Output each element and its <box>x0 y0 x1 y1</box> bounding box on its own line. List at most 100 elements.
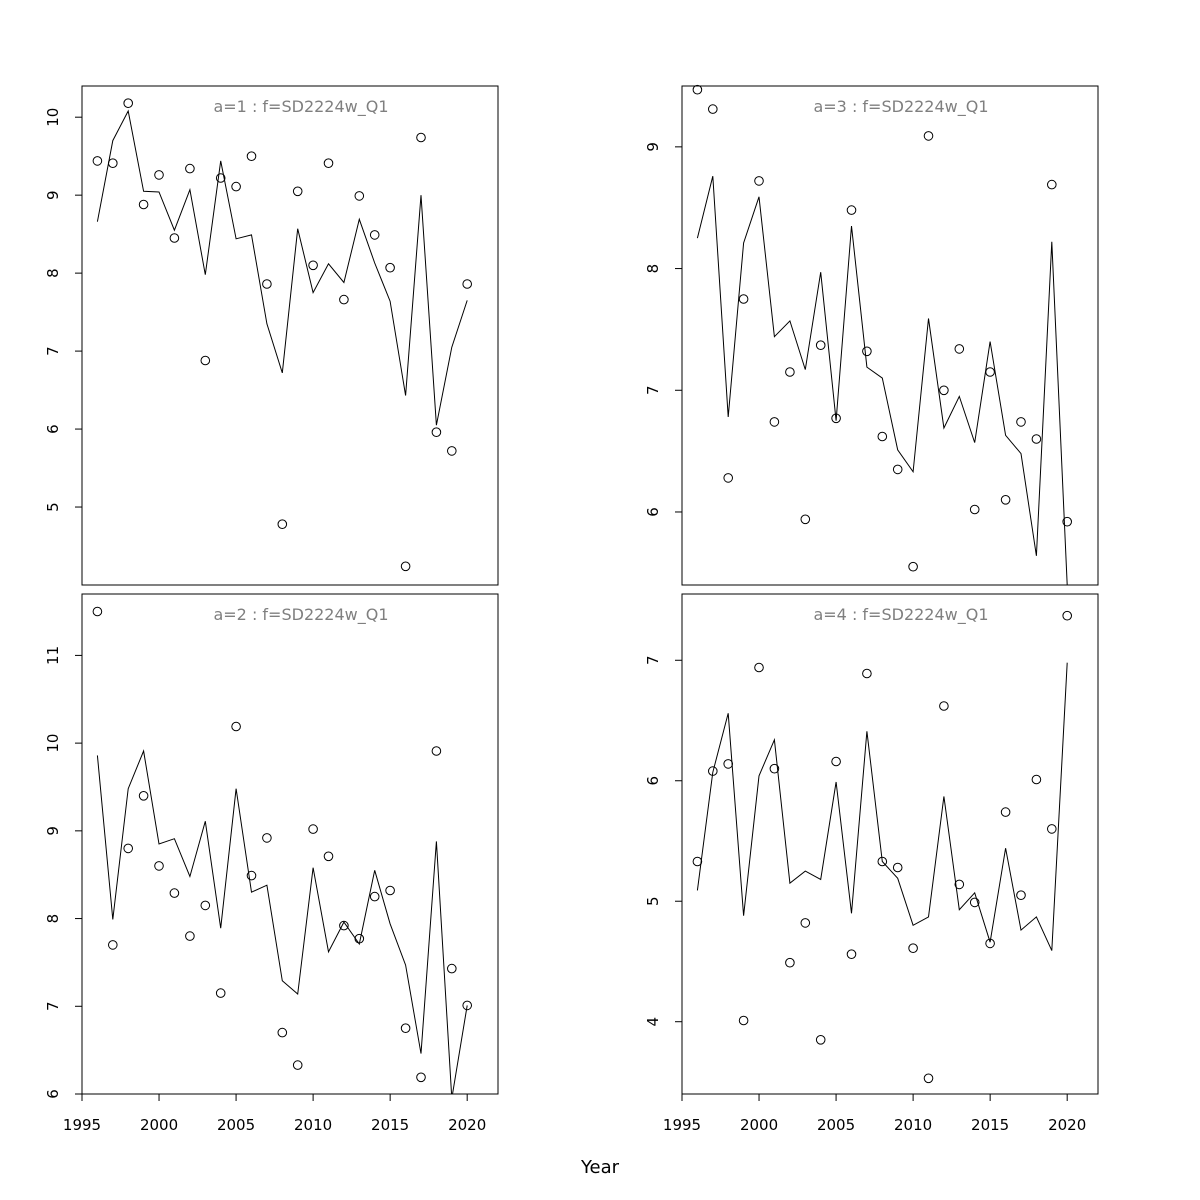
observed-point <box>969 504 980 515</box>
observed-point <box>108 158 118 168</box>
y-tick-label: 9 <box>44 190 62 200</box>
observed-point <box>954 879 965 890</box>
observed-point <box>892 464 903 475</box>
observed-point <box>939 701 949 711</box>
x-tick-label: 2000 <box>740 1116 778 1134</box>
observed-point <box>815 1035 826 1045</box>
observed-point <box>769 417 780 427</box>
observed-point <box>292 1060 303 1070</box>
y-tick-label: 6 <box>44 1089 62 1099</box>
observed-point <box>800 514 811 525</box>
y-tick-label: 11 <box>44 646 62 665</box>
panel-a4: a=4 : f=SD2224w_Q1 4 5 6 7 1995 2000 2005 2010 2… <box>644 593 1099 1134</box>
y-tick-label: 7 <box>644 385 662 395</box>
observed-point <box>754 662 764 673</box>
observed-point <box>738 294 749 304</box>
observed-point <box>846 205 857 215</box>
observed-point <box>923 1073 934 1084</box>
observed-point <box>708 104 718 114</box>
observed-point <box>831 756 841 767</box>
observed-point <box>323 851 334 862</box>
observed-point <box>1000 807 1011 817</box>
observed-point <box>416 1072 426 1083</box>
y-tick-label: 9 <box>644 142 662 152</box>
observed-point <box>1016 417 1026 427</box>
observed-point <box>892 862 903 873</box>
y-tick-label: 10 <box>44 108 62 127</box>
plot-frame <box>81 85 499 586</box>
observed-point <box>215 173 226 183</box>
observed-point <box>123 98 133 108</box>
panel-title: a=4 : f=SD2224w_Q1 <box>813 605 988 625</box>
y-tick-label: 7 <box>644 655 662 665</box>
y-tick-label: 8 <box>44 914 62 924</box>
observed-point <box>862 346 872 357</box>
fitted-line <box>96 749 468 1094</box>
observed-point <box>738 1015 749 1026</box>
panel-a2: a=2 : f=SD2224w_Q1 6 7 8 9 10 11 1995 2000 2005 2… <box>44 593 499 1134</box>
y-tick-label: 5 <box>44 502 62 512</box>
observed-point <box>800 918 811 928</box>
observed-point <box>200 355 211 366</box>
y-tick-label: 6 <box>644 776 662 786</box>
observed-point <box>369 891 380 902</box>
x-tick-label: 2010 <box>294 1116 332 1134</box>
panel-title: a=1 : f=SD2224w_Q1 <box>213 97 388 117</box>
observed-point <box>1016 890 1026 901</box>
observed-point <box>369 230 380 240</box>
observed-point <box>831 413 841 424</box>
observed-point <box>431 427 442 438</box>
observed-point <box>877 431 888 442</box>
observed-point <box>954 344 965 354</box>
y-tick-label: 8 <box>644 264 662 274</box>
observed-point <box>246 151 257 161</box>
y-tick-label: 6 <box>44 424 62 434</box>
observed-point <box>385 262 395 273</box>
observed-point <box>1031 434 1042 444</box>
observed-point <box>200 900 211 911</box>
observed-point <box>431 746 442 756</box>
observed-point <box>262 279 272 289</box>
y-tick-label: 7 <box>44 1002 62 1012</box>
observed-point <box>447 963 457 974</box>
x-tick-label: 2010 <box>894 1116 932 1134</box>
observed-point <box>785 957 795 968</box>
x-tick-label: 2015 <box>371 1116 409 1134</box>
observed-point <box>123 843 133 854</box>
y-tick-label: 9 <box>44 826 62 836</box>
y-tick-label: 10 <box>44 734 62 753</box>
observed-point <box>1062 516 1072 527</box>
observed-point <box>969 897 980 908</box>
observed-point <box>323 158 334 168</box>
plot-frame <box>681 85 1099 586</box>
fitted-line <box>696 662 1068 951</box>
observed-point <box>185 931 195 941</box>
observed-point <box>108 940 118 950</box>
observed-point <box>985 938 995 949</box>
panel-a1: a=1 : f=SD2224w_Q1 5 6 7 8 9 10 <box>44 85 499 586</box>
observed-point <box>308 260 318 271</box>
observed-point <box>692 856 703 867</box>
observed-point <box>354 933 365 944</box>
observed-point <box>908 561 918 572</box>
observed-point <box>708 766 718 776</box>
observed-point <box>154 861 164 871</box>
observed-point <box>1062 610 1072 621</box>
observed-point <box>400 1023 411 1033</box>
x-axis-label: Year <box>580 1157 620 1178</box>
observed-point <box>416 132 426 143</box>
observed-point <box>92 156 103 166</box>
observed-point <box>138 199 149 210</box>
panel-a3: a=3 : f=SD2224w_Q1 6 7 8 9 <box>644 84 1099 586</box>
x-tick-label: 2015 <box>971 1116 1009 1134</box>
observed-point <box>462 279 473 289</box>
observed-point <box>339 294 349 305</box>
observed-point <box>246 870 257 881</box>
observed-point <box>447 446 457 456</box>
observed-point <box>939 385 949 396</box>
observed-point <box>308 824 318 834</box>
observed-point <box>908 943 918 954</box>
observed-point <box>231 721 241 732</box>
observed-point <box>215 988 226 998</box>
